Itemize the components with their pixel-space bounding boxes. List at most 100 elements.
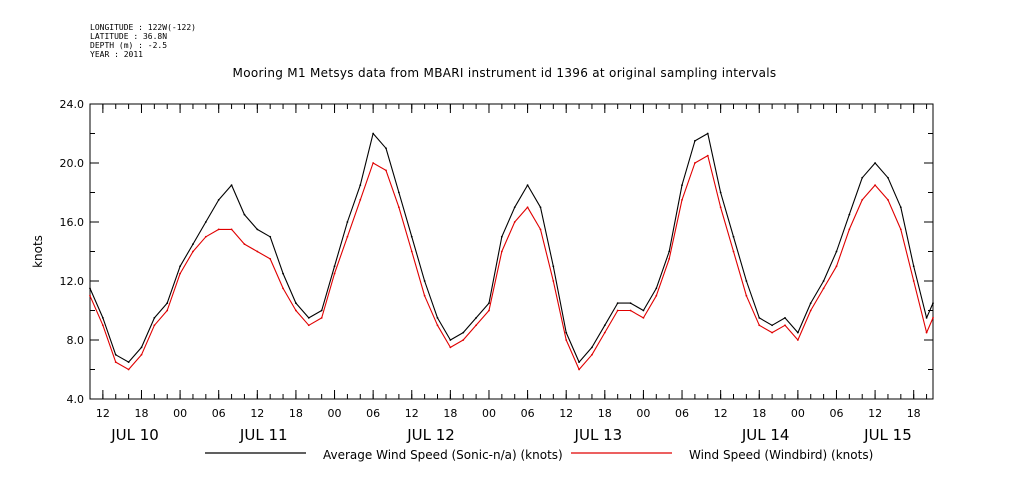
axes: 4.0 8.0 12.0 16.0 20.0 24.0 knots 12 18 00 06 12 18 0… <box>31 98 934 444</box>
data-point <box>565 339 568 341</box>
data-point <box>488 309 490 312</box>
x-tick-label: 00 <box>328 407 342 420</box>
data-point <box>603 324 606 327</box>
data-point <box>153 316 156 319</box>
data-point <box>552 265 555 268</box>
data-point <box>887 176 889 179</box>
data-point <box>835 250 838 253</box>
series-group <box>89 132 934 371</box>
data-point <box>565 331 568 334</box>
data-point <box>706 154 709 157</box>
data-point <box>784 324 786 327</box>
data-point <box>359 184 362 187</box>
x-tick-label: 12 <box>405 407 419 420</box>
data-point <box>668 250 671 253</box>
data-point <box>899 206 902 209</box>
data-point <box>295 302 297 305</box>
data-point <box>153 324 156 327</box>
x-day-label: JUL 10 <box>110 426 159 444</box>
data-point <box>127 368 130 371</box>
data-point <box>629 302 632 305</box>
x-tick-label: 12 <box>868 407 882 420</box>
x-tick-label: 00 <box>791 407 805 420</box>
meta-longitude: LONGITUDE : 122W(-122) <box>90 23 196 32</box>
data-point <box>436 316 439 319</box>
data-point <box>140 353 143 356</box>
data-point <box>887 198 889 201</box>
data-point <box>861 198 864 201</box>
data-point <box>230 184 233 187</box>
data-point <box>912 280 915 282</box>
data-point <box>925 316 928 319</box>
data-point <box>269 235 272 238</box>
x-day-label: JUL 12 <box>406 426 455 444</box>
data-point <box>359 198 362 201</box>
y-tick-label: 24.0 <box>60 98 85 111</box>
data-point <box>655 287 658 290</box>
data-point <box>526 184 529 187</box>
data-point <box>912 265 915 268</box>
data-point <box>192 250 194 253</box>
data-point <box>282 287 284 290</box>
data-point <box>295 309 297 312</box>
data-point <box>796 331 799 334</box>
x-day-label: JUL 11 <box>239 426 288 444</box>
data-point <box>488 302 490 305</box>
data-point <box>114 361 117 364</box>
meta-latitude: LATITUDE : 36.8N <box>90 32 168 41</box>
x-tick-label: 12 <box>96 407 110 420</box>
data-point <box>861 176 864 179</box>
data-point <box>179 265 181 268</box>
data-point <box>642 309 645 312</box>
data-point <box>874 162 876 164</box>
data-point <box>192 243 194 246</box>
data-point <box>513 206 516 209</box>
data-point <box>668 257 671 260</box>
data-point <box>526 206 529 209</box>
data-point <box>784 316 786 319</box>
data-point <box>256 228 259 231</box>
data-point <box>874 184 876 187</box>
data-point <box>591 353 593 356</box>
data-point <box>899 228 902 231</box>
data-point <box>655 294 658 297</box>
x-tick-label: 12 <box>250 407 264 420</box>
data-point <box>179 272 181 275</box>
data-point <box>436 324 439 327</box>
data-point <box>578 361 580 364</box>
data-point <box>616 309 619 312</box>
data-point <box>732 235 735 238</box>
data-point <box>932 302 934 305</box>
data-point <box>282 272 284 275</box>
data-point <box>475 316 478 319</box>
data-point <box>500 235 503 238</box>
x-tick-label: 18 <box>443 407 457 420</box>
x-day-label: JUL 14 <box>741 426 790 444</box>
y-tick-label: 4.0 <box>67 393 85 406</box>
data-point <box>681 198 683 201</box>
data-point <box>114 353 117 356</box>
data-point <box>333 272 336 275</box>
data-point <box>758 324 761 327</box>
data-point <box>694 139 696 142</box>
data-point <box>809 302 812 305</box>
x-tick-label: 12 <box>714 407 728 420</box>
series-line-sonic <box>89 132 934 363</box>
x-tick-label: 18 <box>134 407 148 420</box>
data-point <box>127 361 130 364</box>
data-point <box>745 294 748 297</box>
legend: Average Wind Speed (Sonic-n/a) (knots) Wi… <box>205 448 873 462</box>
data-point <box>719 206 722 209</box>
y-axis-label: knots <box>31 235 45 268</box>
data-point <box>423 294 426 297</box>
data-point <box>925 331 928 334</box>
data-point <box>706 132 709 135</box>
series-line-windbird <box>89 155 934 371</box>
data-point <box>796 339 799 341</box>
x-tick-label: 18 <box>907 407 921 420</box>
data-point <box>462 331 465 334</box>
x-tick-label: 06 <box>521 407 535 420</box>
x-tick-label: 00 <box>636 407 650 420</box>
data-point <box>475 324 478 327</box>
data-point <box>616 302 619 305</box>
